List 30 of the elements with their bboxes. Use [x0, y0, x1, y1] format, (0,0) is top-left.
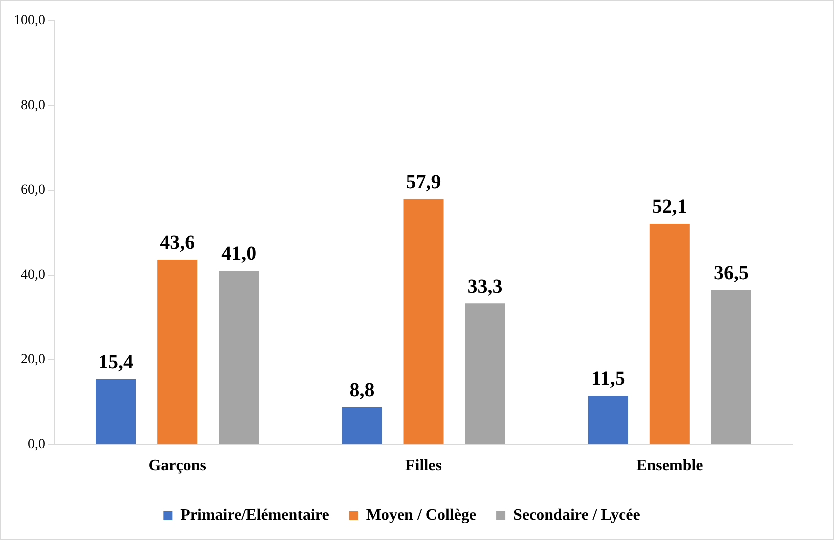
x-tick-label: Ensemble [636, 458, 704, 475]
legend-label: Moyen / Collège [366, 507, 477, 524]
data-label: 41,0 [222, 243, 257, 266]
data-label: 52,1 [652, 196, 688, 218]
data-label: 36,5 [714, 262, 749, 284]
data-label: 15,4 [98, 352, 134, 374]
x-tick-label: Garçons [148, 458, 206, 475]
data-label: 43,6 [160, 232, 196, 254]
x-tick-label: Filles [406, 458, 442, 475]
y-tick-label: 40,0 [21, 268, 46, 283]
y-tick-label: 60,0 [21, 183, 46, 198]
legend-label: Primaire/Elémentaire [180, 507, 330, 524]
y-tick-label: 100,0 [14, 14, 46, 29]
bar [588, 396, 628, 444]
data-label: 33,3 [468, 276, 503, 298]
bar [96, 380, 136, 444]
bar [404, 199, 444, 444]
bar [158, 260, 198, 444]
legend-label: Secondaire / Lycée [514, 507, 640, 524]
bar [465, 304, 506, 444]
y-tick-label: 80,0 [21, 98, 46, 114]
y-tick-label: 0,0 [28, 437, 46, 452]
bar [342, 408, 382, 444]
data-label: 11,5 [591, 368, 626, 390]
data-label: 8,8 [350, 380, 375, 402]
data-label: 57,9 [406, 172, 442, 194]
bar [711, 290, 752, 444]
bar [650, 224, 690, 444]
y-tick-label: 20,0 [21, 352, 46, 368]
bar [219, 271, 260, 444]
